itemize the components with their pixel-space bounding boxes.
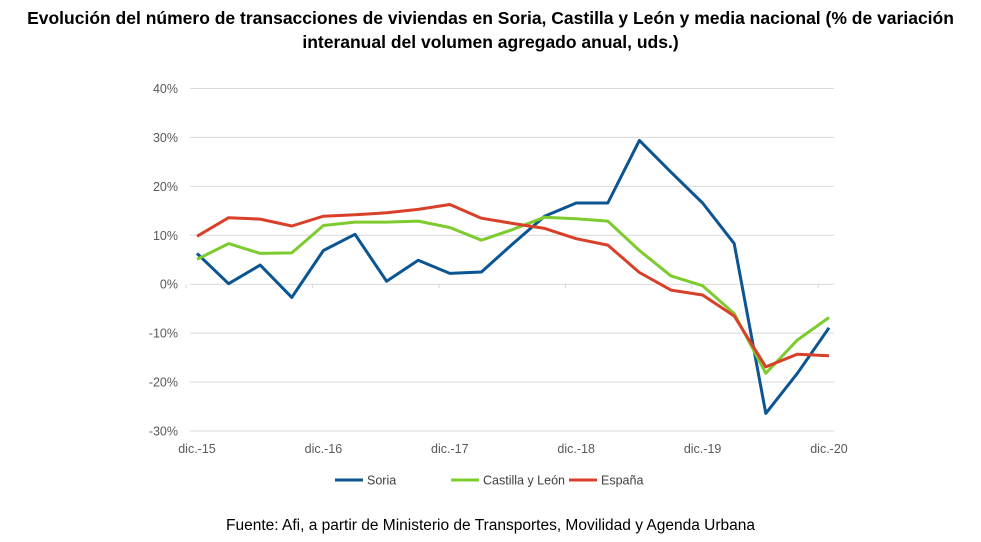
y-tick-label: 10% bbox=[153, 229, 178, 243]
x-tick-label: dic.-20 bbox=[810, 442, 848, 456]
chart-title: Evolución del número de transacciones de… bbox=[27, 8, 954, 52]
x-tick-label: dic.-17 bbox=[431, 442, 469, 456]
x-tick-label: dic.-15 bbox=[178, 442, 216, 456]
x-axis: dic.-15 dic.-16 dic.-17 dic.-18 dic.-19 dic.-… bbox=[178, 284, 848, 456]
y-tick-label: -10% bbox=[149, 327, 178, 341]
legend-label: Soria bbox=[367, 474, 396, 488]
source-note: Fuente: Afi, a partir de Ministerio de T… bbox=[225, 517, 755, 534]
y-tick-label: 20% bbox=[153, 180, 178, 194]
x-tick-label: dic.-19 bbox=[684, 442, 722, 456]
y-tick-label: 0% bbox=[160, 278, 178, 292]
y-tick-label: -20% bbox=[149, 376, 178, 390]
series-lines bbox=[195, 138, 831, 415]
y-tick-label: 30% bbox=[153, 131, 178, 145]
legend: Soria Castilla y León España bbox=[335, 474, 643, 488]
y-tick-label: 40% bbox=[153, 82, 178, 96]
y-tick-label: -30% bbox=[149, 425, 178, 439]
series-line-0 bbox=[195, 138, 831, 415]
x-tick-label: dic.-16 bbox=[305, 442, 343, 456]
legend-label: España bbox=[601, 474, 643, 488]
legend-label: Castilla y León bbox=[483, 474, 565, 488]
y-axis: 40% 30% 20% 10% 0% -10% -20% -30% bbox=[149, 82, 178, 439]
gridlines bbox=[190, 88, 834, 432]
x-tick-label: dic.-18 bbox=[557, 442, 595, 456]
